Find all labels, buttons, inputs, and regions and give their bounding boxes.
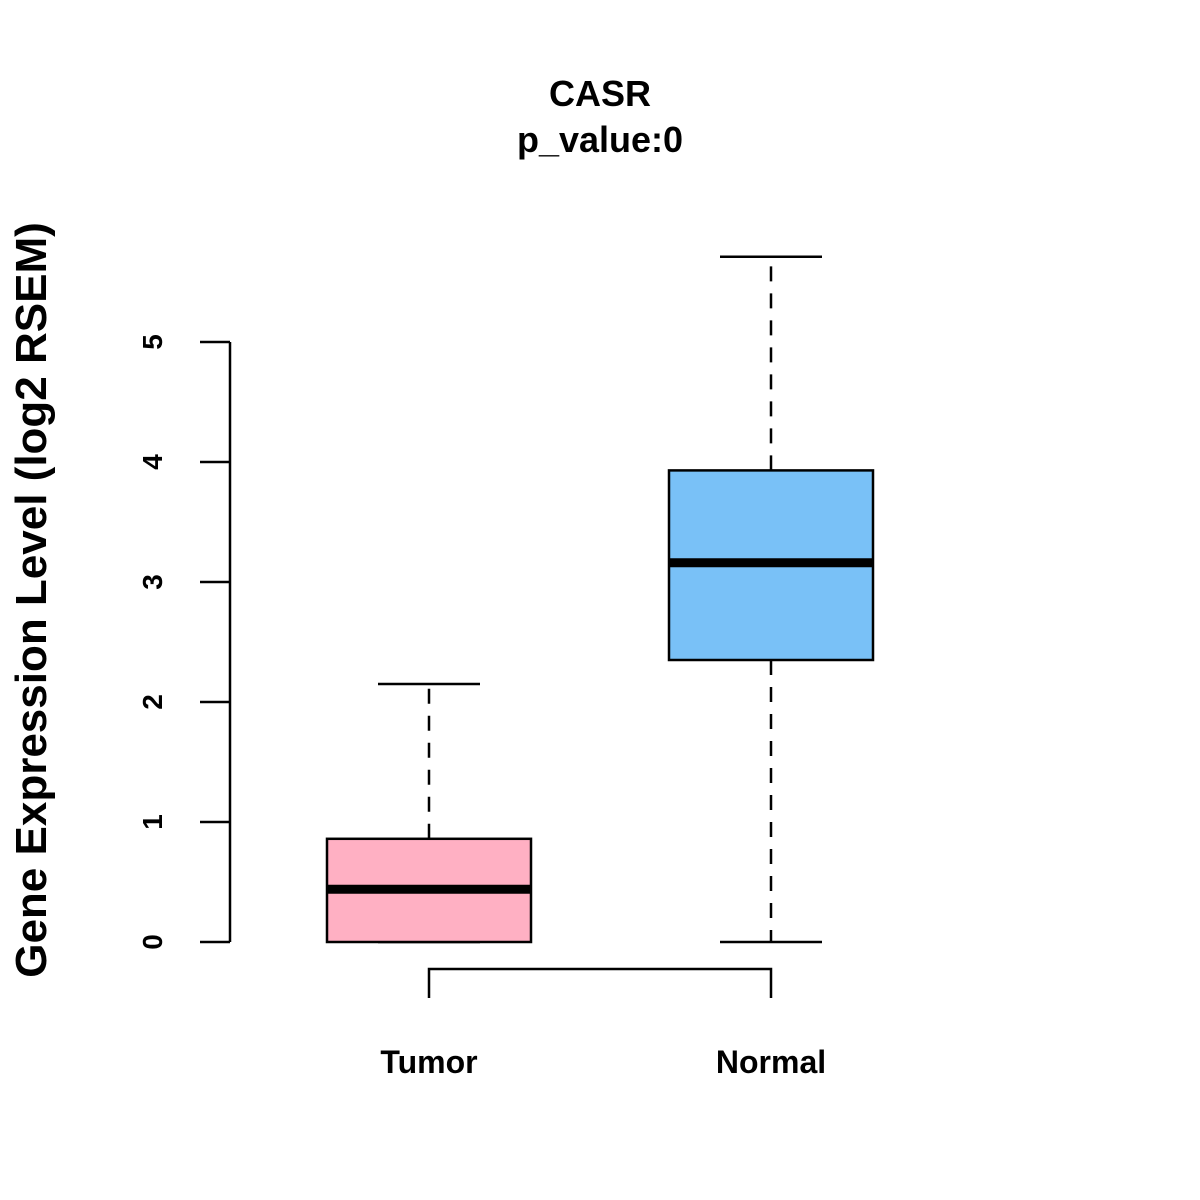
y-tick-label: 1 (137, 814, 168, 830)
box-tumor (325, 682, 533, 944)
boxes-layer (325, 255, 875, 944)
bracket-line (427, 967, 773, 998)
comparison-bracket (427, 967, 773, 998)
box-normal (667, 255, 875, 944)
y-tick-label: 3 (137, 574, 168, 590)
y-axis: 0 1 2 3 4 5 (137, 334, 232, 950)
x-label-normal: Normal (716, 1044, 826, 1080)
chart-subtitle: p_value:0 (517, 119, 683, 160)
x-axis-labels: Tumor Normal (380, 1044, 826, 1080)
y-axis-label: Gene Expression Level (log2 RSEM) (7, 222, 56, 978)
x-label-tumor: Tumor (380, 1044, 477, 1080)
y-tick-label: 4 (137, 454, 168, 470)
y-tick-label: 5 (137, 334, 168, 350)
y-tick-label: 0 (137, 934, 168, 950)
y-tick-label: 2 (137, 694, 168, 710)
chart-title: CASR (549, 73, 651, 114)
